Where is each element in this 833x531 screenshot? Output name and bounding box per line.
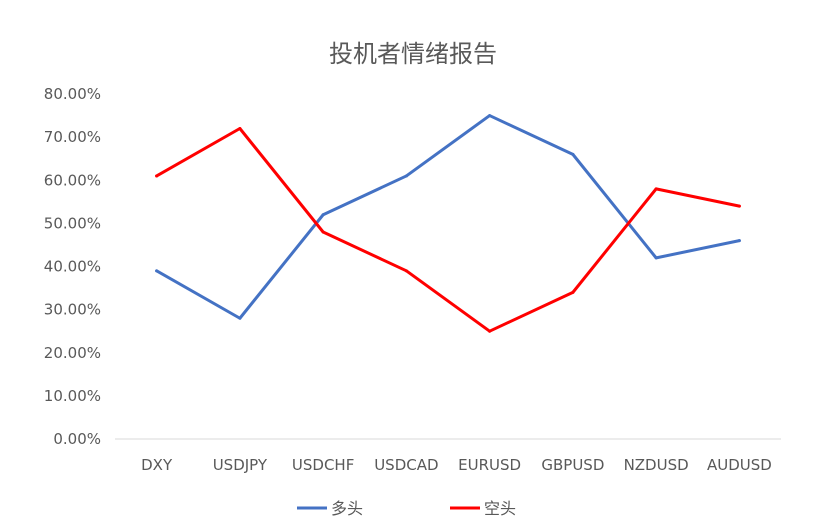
y-tick-label: 10.00% xyxy=(44,387,101,405)
data-point xyxy=(155,269,159,273)
data-point xyxy=(654,256,658,260)
x-tick-label: GBPUSD xyxy=(541,456,604,474)
data-point xyxy=(654,187,658,191)
data-point xyxy=(737,239,741,243)
series-lines xyxy=(155,114,741,333)
x-tick-label: USDCAD xyxy=(374,456,438,474)
y-tick-label: 70.00% xyxy=(44,128,101,146)
series-line-1 xyxy=(155,114,741,320)
x-tick-label: EURUSD xyxy=(458,456,521,474)
y-tick-label: 50.00% xyxy=(44,214,101,232)
data-point xyxy=(488,114,492,118)
data-point xyxy=(238,316,242,320)
x-tick-label: USDCHF xyxy=(292,456,354,474)
data-point xyxy=(404,269,408,273)
data-point xyxy=(571,152,575,156)
x-tick-label: NZDUSD xyxy=(624,456,689,474)
legend-label: 多头 xyxy=(331,499,363,518)
y-tick-label: 80.00% xyxy=(44,85,101,103)
data-point xyxy=(238,127,242,130)
legend-label: 空头 xyxy=(484,499,516,518)
data-point xyxy=(571,290,575,294)
y-tick-label: 20.00% xyxy=(44,344,101,362)
x-tick-label: AUDUSD xyxy=(707,456,772,474)
x-tick-label: DXY xyxy=(141,456,173,474)
data-point xyxy=(155,174,159,178)
series-line-2 xyxy=(155,127,741,333)
legend: 多头 空头 xyxy=(297,499,516,518)
y-tick-label: 0.00% xyxy=(53,430,101,448)
y-tick-label: 40.00% xyxy=(44,258,101,276)
data-point xyxy=(321,213,325,217)
data-point xyxy=(404,174,408,178)
y-tick-label: 30.00% xyxy=(44,301,101,319)
data-point xyxy=(321,230,325,234)
y-tick-label: 60.00% xyxy=(44,171,101,189)
x-tick-label: USDJPY xyxy=(213,456,268,474)
x-axis-ticks: DXY USDJPY USDCHF USDCAD EURUSD GBPUSD NZDUSD A… xyxy=(141,456,772,474)
y-axis-ticks: 0.00% 10.00% 20.00% 30.00% 40.00% 50.00% 60.00… xyxy=(44,85,101,448)
chart-title: 投机者情绪报告 xyxy=(329,40,497,68)
data-point xyxy=(737,204,741,208)
data-point xyxy=(488,329,492,333)
